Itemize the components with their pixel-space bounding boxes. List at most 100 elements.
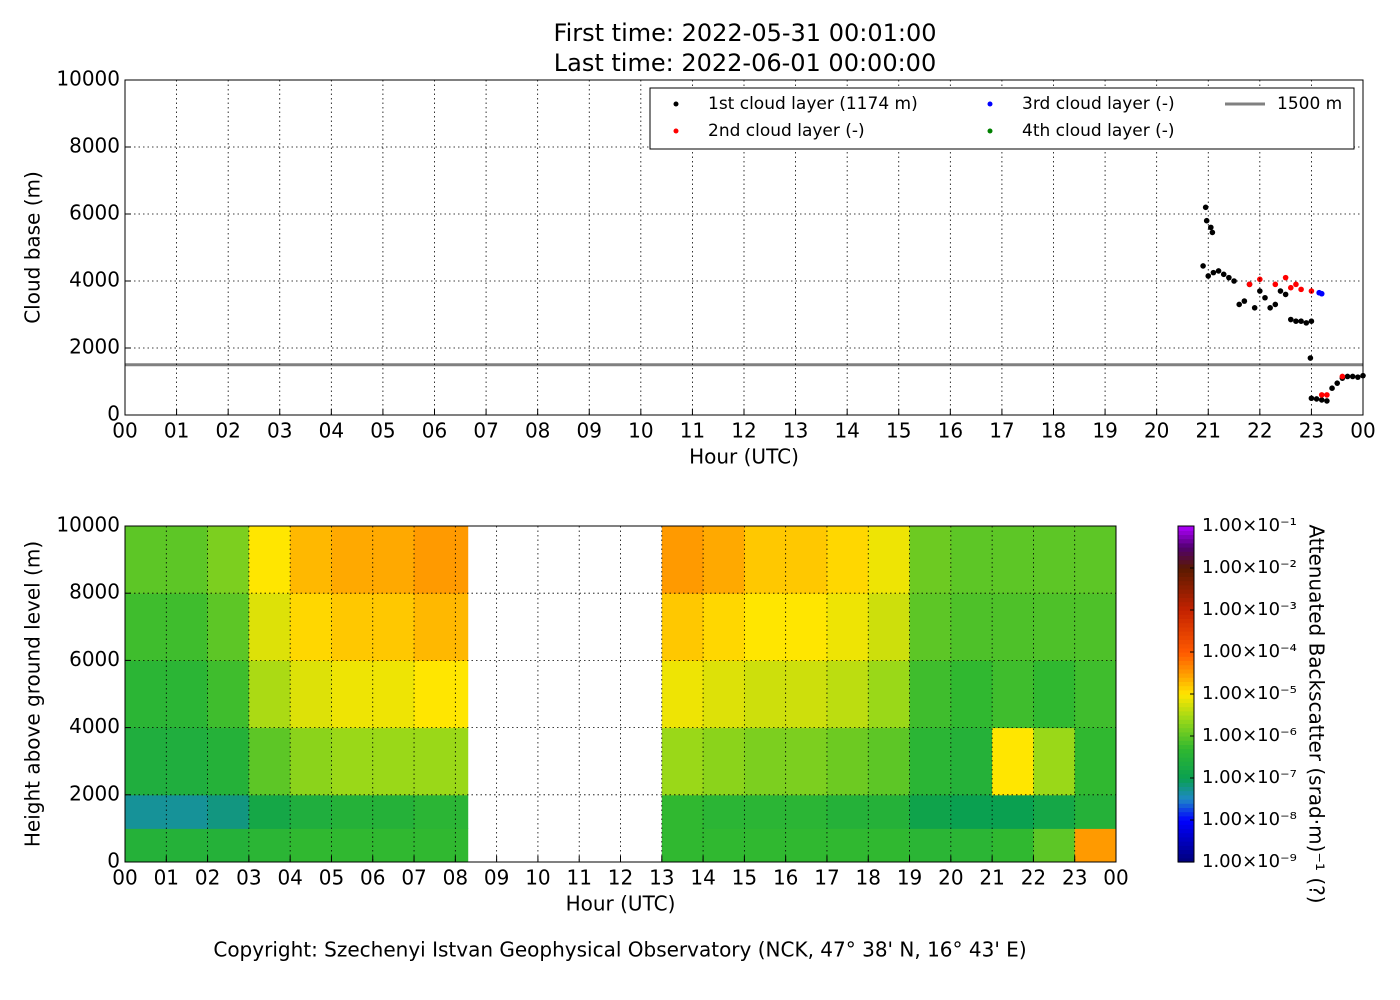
heat-cell bbox=[207, 660, 250, 729]
colorbar-swatch bbox=[1178, 597, 1194, 603]
heat-cell bbox=[909, 828, 952, 863]
colorbar-swatch bbox=[1178, 744, 1194, 750]
colorbar-swatch bbox=[1178, 547, 1194, 552]
heat-cell bbox=[744, 828, 787, 863]
x-tick-label: 12 bbox=[731, 419, 756, 443]
legend-label: 3rd cloud layer (-) bbox=[1022, 94, 1175, 114]
cloud-point bbox=[1220, 271, 1227, 278]
cloud-point bbox=[1318, 290, 1325, 297]
heat-cell bbox=[1033, 593, 1076, 661]
x-tick-label: 18 bbox=[1041, 419, 1066, 443]
y-tick-label: 0 bbox=[107, 849, 120, 873]
cloud-point bbox=[1308, 288, 1315, 294]
x-tick-label: 15 bbox=[886, 419, 911, 443]
heat-cell bbox=[826, 593, 869, 661]
colorbar-tick-label: 1.00×10⁻¹ bbox=[1202, 515, 1297, 536]
colorbar-swatch bbox=[1178, 605, 1194, 611]
x-tick-label: 22 bbox=[1021, 866, 1046, 890]
y-axis-label: Cloud base (m) bbox=[21, 171, 45, 324]
x-tick-label: 10 bbox=[628, 419, 653, 443]
y-tick-label: 2000 bbox=[69, 781, 120, 805]
heat-cell bbox=[166, 526, 209, 594]
footer: Copyright: Szechenyi Istvan Geophysical … bbox=[213, 938, 1026, 962]
cloud-point bbox=[1202, 204, 1209, 211]
heat-cell bbox=[290, 828, 332, 863]
colorbar-swatch bbox=[1178, 731, 1194, 737]
title-line: First time: 2022-05-31 00:01:00 bbox=[554, 19, 937, 47]
cloud-point bbox=[1251, 305, 1258, 311]
heat-cell bbox=[992, 828, 1034, 863]
colorbar-swatch bbox=[1178, 673, 1194, 678]
x-tick-label: 21 bbox=[1196, 419, 1221, 443]
colorbar-swatch bbox=[1178, 748, 1194, 754]
colorbar-swatch bbox=[1178, 610, 1194, 615]
plot-frame bbox=[124, 525, 1117, 863]
heat-cell bbox=[992, 794, 1034, 829]
cloud-point bbox=[1329, 385, 1335, 392]
colorbar-swatch bbox=[1178, 727, 1194, 733]
plot-frame bbox=[124, 79, 1364, 416]
heat-cell bbox=[166, 660, 209, 729]
colorbar-swatch bbox=[1178, 584, 1194, 590]
colorbar-swatch bbox=[1178, 626, 1194, 632]
colorbar-swatch bbox=[1178, 773, 1194, 779]
colorbar-swatch bbox=[1178, 555, 1194, 561]
x-tick-label: 01 bbox=[154, 866, 179, 890]
cloud-point bbox=[1200, 263, 1206, 269]
heat-cell bbox=[248, 794, 291, 829]
cloud-point bbox=[1215, 268, 1222, 274]
heat-cell bbox=[992, 660, 1034, 729]
cloud-point bbox=[1303, 320, 1310, 326]
heat-cell bbox=[661, 526, 704, 594]
heat-cell bbox=[744, 593, 787, 661]
colorbar-swatch bbox=[1178, 794, 1194, 800]
heat-cell bbox=[826, 727, 869, 796]
y-tick-label: 4000 bbox=[69, 714, 120, 738]
x-tick-label: 03 bbox=[236, 866, 261, 890]
colorbar-swatch bbox=[1178, 534, 1194, 540]
heat-cell bbox=[703, 593, 745, 661]
colorbar-swatch bbox=[1178, 815, 1194, 821]
colorbar-swatch bbox=[1178, 530, 1194, 535]
cloud-point bbox=[1293, 281, 1299, 288]
y-tick-label: 0 bbox=[107, 402, 120, 426]
colorbar-swatch bbox=[1178, 736, 1194, 741]
colorbar-swatch bbox=[1178, 668, 1194, 674]
colorbar-swatch bbox=[1178, 807, 1194, 813]
heat-cell bbox=[703, 526, 745, 594]
cloud-point bbox=[1277, 288, 1284, 294]
colorbar-swatch bbox=[1178, 622, 1194, 628]
x-tick-label: 14 bbox=[834, 419, 859, 443]
colorbar-swatch bbox=[1178, 664, 1194, 670]
heat-cell bbox=[703, 828, 745, 863]
heat-cell bbox=[703, 660, 745, 729]
colorbar-tick-label: 1.00×10⁻³ bbox=[1202, 599, 1297, 620]
cloud-point bbox=[1344, 373, 1351, 380]
y-tick-label: 6000 bbox=[69, 647, 120, 671]
y-tick-label: 10000 bbox=[56, 67, 120, 91]
colorbar-swatch bbox=[1178, 715, 1194, 720]
x-tick-label: 20 bbox=[1144, 419, 1169, 443]
x-tick-label: 16 bbox=[938, 419, 963, 443]
heat-cell bbox=[125, 526, 167, 594]
heat-cell bbox=[1074, 593, 1117, 661]
colorbar-swatch bbox=[1178, 647, 1194, 653]
heat-cell bbox=[909, 526, 952, 594]
colorbar-swatch bbox=[1178, 828, 1194, 834]
heat-cell bbox=[703, 794, 745, 829]
heat-cell bbox=[950, 526, 993, 594]
cloud-point bbox=[1205, 273, 1212, 279]
heat-cell bbox=[248, 660, 291, 729]
heat-cell bbox=[372, 660, 415, 729]
heat-cell bbox=[455, 794, 469, 829]
cloud-point bbox=[1282, 274, 1289, 281]
x-tick-label: 15 bbox=[732, 866, 757, 890]
legend-marker bbox=[987, 101, 993, 107]
colorbar-swatch bbox=[1178, 811, 1194, 817]
colorbar-swatch bbox=[1178, 572, 1194, 577]
x-tick-label: 09 bbox=[484, 866, 509, 890]
heat-cell bbox=[166, 828, 209, 863]
heat-cell bbox=[1074, 660, 1117, 729]
legend-label: 1st cloud layer (1174 m) bbox=[708, 94, 918, 114]
